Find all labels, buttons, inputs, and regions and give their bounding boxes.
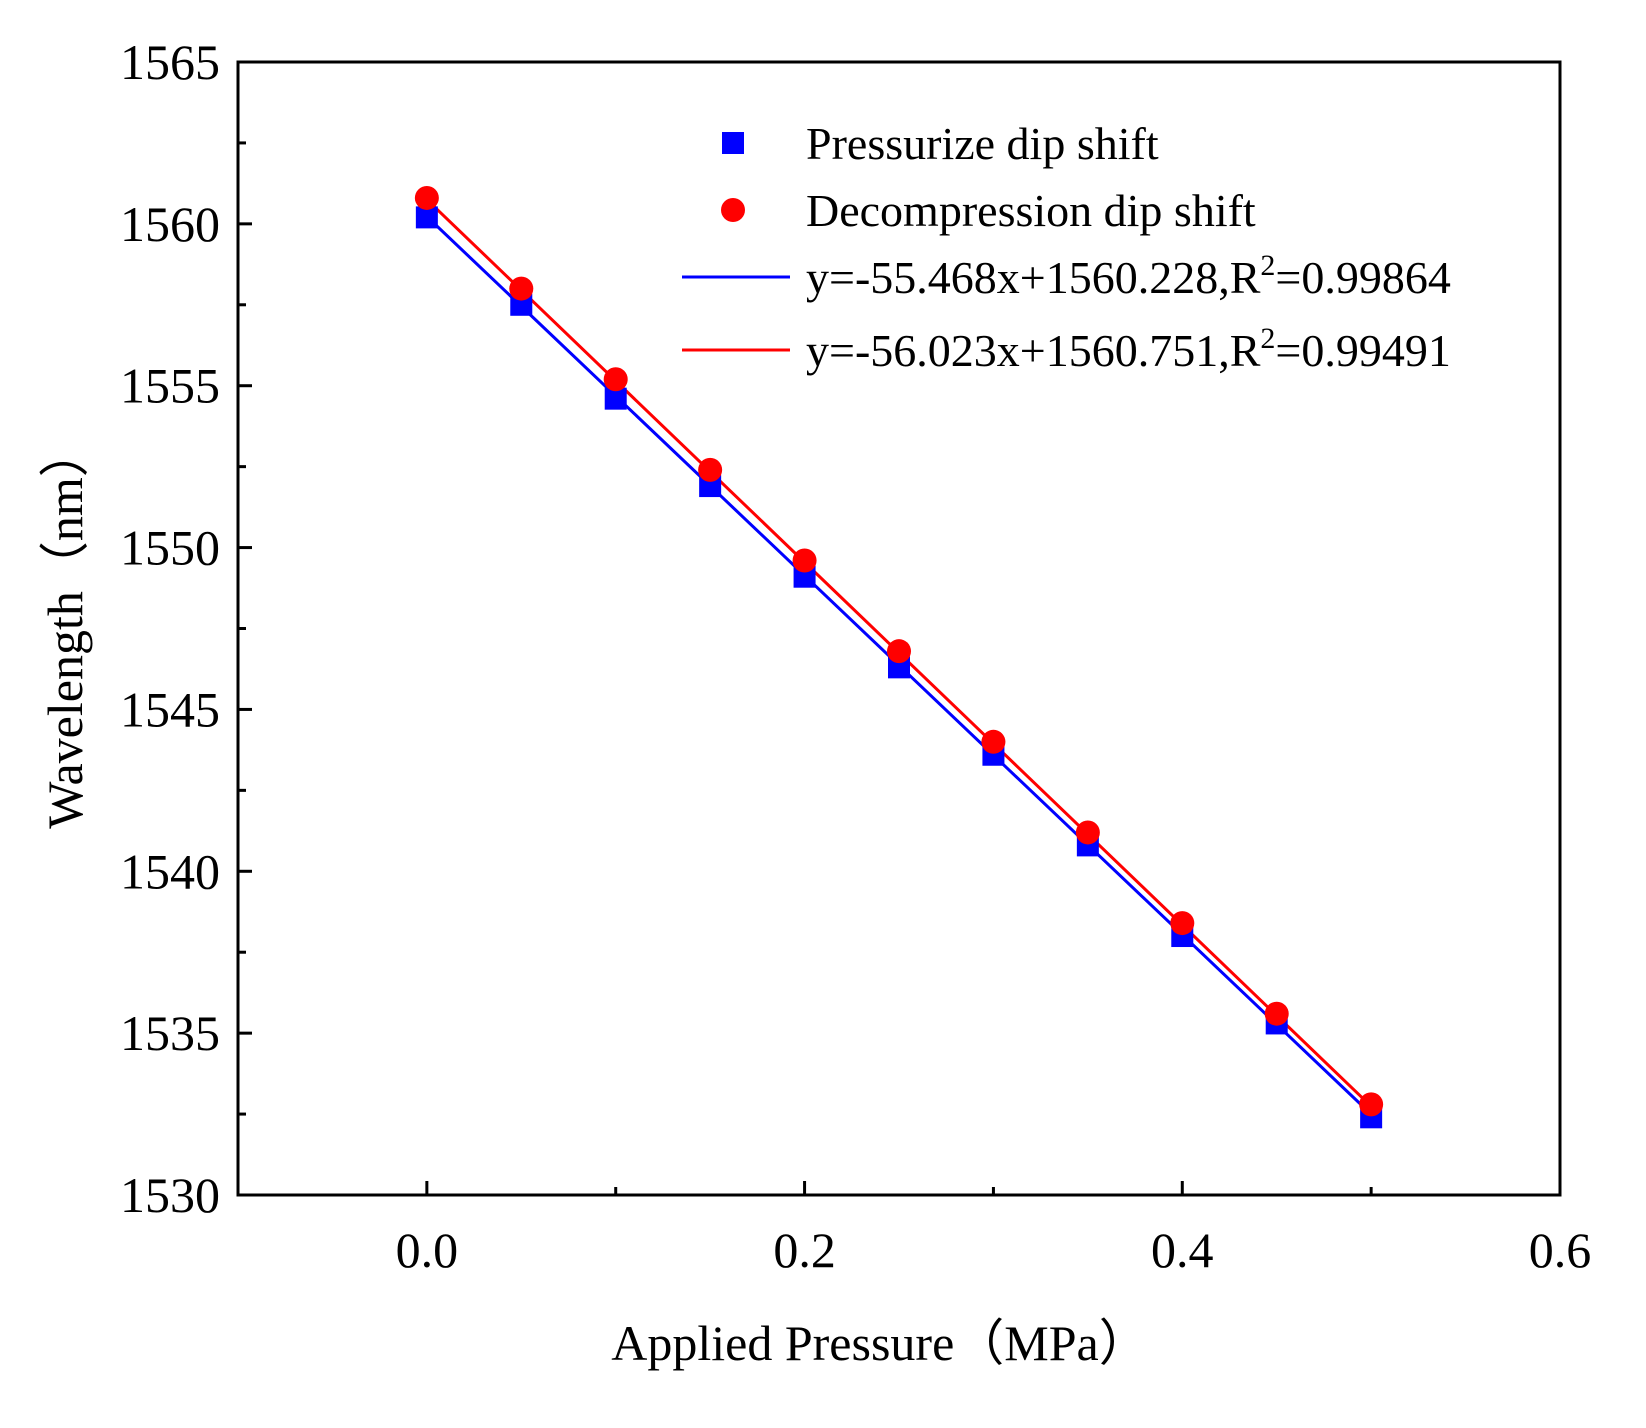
x-tick-label: 0.0 <box>396 1222 459 1278</box>
legend-fit-label: y=-56.023x+1560.751,R2=0.99491 <box>806 322 1451 376</box>
y-tick-label: 1540 <box>120 843 220 899</box>
pressurize-point <box>510 293 533 316</box>
decompression-point <box>981 729 1006 754</box>
legend-label: Decompression dip shift <box>806 185 1256 236</box>
x-axis-title: Applied Pressure（MPa） <box>611 1315 1148 1371</box>
legend-circle-icon <box>721 198 745 222</box>
decompression-point <box>792 548 817 573</box>
y-tick-label: 1565 <box>120 34 220 90</box>
decompression-point <box>603 367 628 392</box>
y-tick-label: 1535 <box>120 1005 220 1061</box>
decompression-point <box>414 185 439 210</box>
x-tick-label: 0.2 <box>773 1222 836 1278</box>
y-tick-label: 1545 <box>120 681 220 737</box>
pressurize-point <box>415 206 438 229</box>
decompression-point <box>1264 1001 1289 1026</box>
y-axis-title: Wavelength（nm） <box>37 427 93 828</box>
pressurize-point <box>604 387 627 410</box>
pressurize-point <box>699 475 722 498</box>
legend-label: Pressurize dip shift <box>806 118 1159 169</box>
decompression-point <box>1075 820 1100 845</box>
markers <box>414 185 1384 1129</box>
ticks: 0.0 0.2 0.4 0.6 1530 1535 1540 1545 1550 1555 1560… <box>120 34 1591 1278</box>
legend-fit-label: y=-55.468x+1560.228,R2=0.99864 <box>806 249 1451 303</box>
y-tick-label: 1550 <box>120 520 220 576</box>
pressurize-point <box>793 565 816 588</box>
y-tick-label: 1555 <box>120 358 220 414</box>
x-tick-label: 0.4 <box>1151 1222 1214 1278</box>
legend: Pressurize dip shift Decompression dip sh… <box>682 118 1451 376</box>
decompression-point <box>698 457 723 482</box>
decompression-point <box>887 639 911 664</box>
x-tick-label: 0.6 <box>1529 1222 1592 1278</box>
y-tick-label: 1530 <box>120 1167 220 1223</box>
decompression-point <box>509 276 534 301</box>
pressurize-point <box>888 656 910 679</box>
legend-square-icon <box>722 132 744 154</box>
y-tick-label: 1560 <box>120 196 220 252</box>
decompression-point <box>1170 911 1195 936</box>
decompression-point <box>1359 1092 1384 1117</box>
